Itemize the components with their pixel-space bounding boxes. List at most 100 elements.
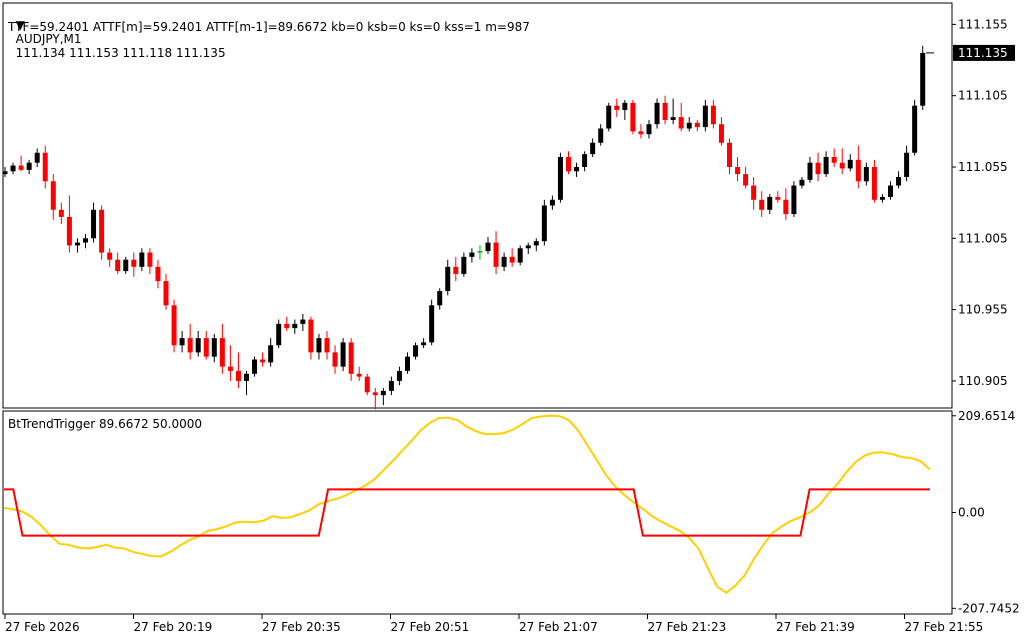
candle-body (638, 131, 644, 135)
candle-body (743, 174, 749, 186)
candle-body (268, 345, 274, 363)
candle-body (340, 342, 346, 367)
price-tick-label: 111.105 (958, 89, 1008, 103)
candle-body (493, 242, 499, 267)
candle-body (807, 162, 813, 180)
price-tick-label: 111.005 (958, 231, 1008, 245)
candle-body (920, 52, 926, 106)
candle-body (477, 251, 483, 253)
candle-body (485, 242, 491, 252)
candle-body (469, 252, 475, 257)
candle-body (501, 256, 507, 267)
candle-body (2, 171, 8, 175)
candle-body (227, 366, 233, 371)
dropdown-triangle-icon[interactable]: ▼ (15, 18, 25, 32)
candle-body (839, 162, 845, 169)
candle-body (590, 142, 596, 155)
price-tick-label: 110.955 (958, 303, 1008, 317)
candle-body (566, 157, 571, 172)
candle-body (759, 199, 765, 210)
candle-body (34, 152, 40, 163)
price-tick-label: 110.905 (958, 374, 1008, 388)
candle-body (718, 124, 724, 143)
candle-body (163, 281, 169, 306)
candle-body (83, 238, 88, 243)
candle-body (292, 323, 298, 329)
candle-body (187, 338, 193, 353)
candle-body (863, 166, 869, 182)
indicator-title: BtTrendTrigger 89.6672 50.0000 (8, 417, 202, 431)
indicator-tick-label: 0.00 (958, 506, 985, 520)
candle-body (396, 370, 402, 381)
candle-body (871, 166, 877, 200)
candle-body (574, 166, 580, 172)
price-tick-label: 111.155 (958, 17, 1008, 31)
candle-body (855, 159, 861, 182)
candle-body (912, 105, 918, 153)
candle-body (678, 117, 684, 129)
candle-body (244, 373, 249, 381)
candle-body (123, 259, 129, 272)
candle-body (10, 165, 16, 172)
candle-body (775, 196, 781, 200)
current-price-tag (953, 44, 1015, 61)
time-tick-label: 27 Feb 20:19 (134, 620, 213, 634)
indicator-lines (3, 414, 931, 595)
candle-body (203, 338, 209, 357)
candle-body (179, 338, 185, 346)
candle-body (147, 252, 153, 267)
candle-body (461, 256, 467, 274)
candle-body (58, 209, 64, 217)
candle-body (694, 122, 700, 128)
indicator-axis: 209.6514 0.00 -207.7452 (952, 409, 1020, 615)
time-tick-label: 27 Feb 20:35 (262, 620, 341, 634)
candle-body (879, 196, 885, 200)
candle-body (260, 359, 266, 363)
ohlc-values: 111.134 111.153 111.118 111.135 (15, 46, 226, 60)
candle-body (308, 319, 314, 353)
candle-body (598, 128, 604, 143)
candle-body (74, 242, 80, 246)
trigger-line (4, 488, 930, 537)
symbol-label: AUDJPY,M1 (15, 32, 82, 46)
candle-body (582, 154, 588, 167)
candle-body (799, 179, 805, 186)
candle-body (541, 205, 547, 242)
candle-body (727, 142, 732, 167)
price-axis: 111.155 111.105 111.055 111.005 110.955 110.9… (926, 17, 1015, 388)
candle-body (429, 305, 435, 343)
time-axis: 27 Feb 2026 27 Feb 20:19 27 Feb 20:35 27 Fe… (4, 614, 983, 634)
price-panel[interactable] (2, 2, 953, 409)
time-tick-label: 27 Feb 2026 (5, 620, 80, 634)
candle-body (18, 165, 24, 170)
candle-body (171, 305, 177, 346)
candle-body (791, 185, 797, 215)
candle-body (115, 259, 121, 272)
price-tick-label: 111.055 (958, 160, 1008, 174)
candle-body (413, 345, 419, 357)
candle-body (107, 252, 113, 260)
candle-body (211, 338, 217, 357)
candle-body (517, 248, 523, 263)
candle-body (888, 185, 893, 197)
candle-body (324, 338, 330, 353)
time-tick-label: 27 Feb 21:23 (648, 620, 727, 634)
candle-body (533, 241, 539, 246)
candle-body (388, 380, 394, 391)
candle-body (405, 356, 410, 371)
current-price-label: 111.135 (958, 46, 1008, 60)
candle-body (50, 181, 56, 210)
candle-body (380, 390, 386, 396)
candle-body (606, 105, 612, 129)
candle-body (195, 338, 201, 353)
candle-body (831, 157, 837, 163)
chart-header: ▼ AUDJPY,M1 111.134 111.153 111.118 111.… (8, 4, 226, 60)
candle-body (91, 209, 97, 239)
candle-body (372, 392, 378, 396)
candle-body (630, 102, 636, 132)
candle-body (622, 102, 628, 110)
candle-body (155, 266, 161, 282)
candle-body (445, 266, 451, 292)
candle-body (66, 216, 72, 246)
